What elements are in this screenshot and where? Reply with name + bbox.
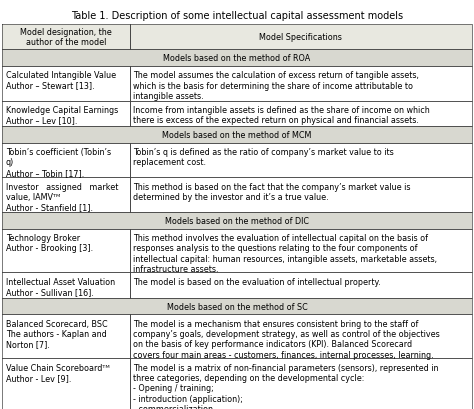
Bar xyxy=(2,127,472,143)
Text: Tobin’s q is defined as the ratio of company’s market value to its
replacement c: Tobin’s q is defined as the ratio of com… xyxy=(133,148,394,167)
Bar xyxy=(2,178,130,213)
Text: Knowledge Capital Earnings
Author – Lev [10].: Knowledge Capital Earnings Author – Lev … xyxy=(6,106,118,125)
Bar xyxy=(2,273,130,298)
Bar xyxy=(2,298,472,315)
Text: Balanced Scorecard, BSC
The authors - Kaplan and
Norton [7].: Balanced Scorecard, BSC The authors - Ka… xyxy=(6,319,107,348)
Text: Intellectual Asset Valuation
Author - Sullivan [16].: Intellectual Asset Valuation Author - Su… xyxy=(6,277,115,296)
Text: The model assumes the calculation of excess return of tangible assets,
which is : The model assumes the calculation of exc… xyxy=(133,71,419,101)
Bar xyxy=(2,143,130,178)
Text: The model is based on the evaluation of intellectual property.: The model is based on the evaluation of … xyxy=(133,277,381,286)
Text: The model is a mechanism that ensures consistent bring to the staff of
company’s: The model is a mechanism that ensures co… xyxy=(133,319,440,359)
Text: Table 1. Description of some intellectual capital assessment models: Table 1. Description of some intellectua… xyxy=(71,11,403,20)
Bar xyxy=(130,101,472,127)
Text: Technology Broker
Author - Brooking [3].: Technology Broker Author - Brooking [3]. xyxy=(6,233,93,252)
Bar xyxy=(130,67,472,101)
Bar xyxy=(130,143,472,178)
Bar xyxy=(2,50,472,67)
Text: Models based on the method of DIC: Models based on the method of DIC xyxy=(165,216,309,225)
Text: Income from intangible assets is defined as the share of income on which
there i: Income from intangible assets is defined… xyxy=(133,106,430,125)
Bar xyxy=(130,273,472,298)
Bar xyxy=(2,67,130,101)
Bar xyxy=(2,25,130,50)
Text: Value Chain Scoreboardᵀᴹ
Author - Lev [9].: Value Chain Scoreboardᵀᴹ Author - Lev [9… xyxy=(6,363,109,382)
Bar xyxy=(130,315,472,358)
Text: This method is based on the fact that the company’s market value is
determined b: This method is based on the fact that th… xyxy=(133,182,411,202)
Text: Calculated Intangible Value
Author – Stewart [13].: Calculated Intangible Value Author – Ste… xyxy=(6,71,116,90)
Text: Models based on the method of MCM: Models based on the method of MCM xyxy=(162,130,312,139)
Bar xyxy=(2,101,130,127)
Bar xyxy=(130,178,472,213)
Text: The model is a matrix of non-financial parameters (sensors), represented in
thre: The model is a matrix of non-financial p… xyxy=(133,363,439,409)
Bar xyxy=(130,358,472,409)
Text: Model designation, the
author of the model: Model designation, the author of the mod… xyxy=(20,28,112,47)
Bar xyxy=(2,315,130,358)
Text: Investor   assigned   market
value, IAMVᵀᴹ
Author - Stanfield [1].: Investor assigned market value, IAMVᵀᴹ A… xyxy=(6,182,118,212)
Bar xyxy=(2,358,130,409)
Text: Tobin’s coefficient (Tobin’s
q)
Author – Tobin [17].: Tobin’s coefficient (Tobin’s q) Author –… xyxy=(6,148,111,177)
Text: This method involves the evaluation of intellectual capital on the basis of
resp: This method involves the evaluation of i… xyxy=(133,233,438,273)
Bar xyxy=(130,229,472,273)
Bar xyxy=(2,229,130,273)
Text: Models based on the method of ROA: Models based on the method of ROA xyxy=(164,54,310,63)
Bar xyxy=(130,25,472,50)
Text: Model Specifications: Model Specifications xyxy=(259,33,342,42)
Bar xyxy=(2,213,472,229)
Text: Models based on the method of SC: Models based on the method of SC xyxy=(167,302,307,311)
